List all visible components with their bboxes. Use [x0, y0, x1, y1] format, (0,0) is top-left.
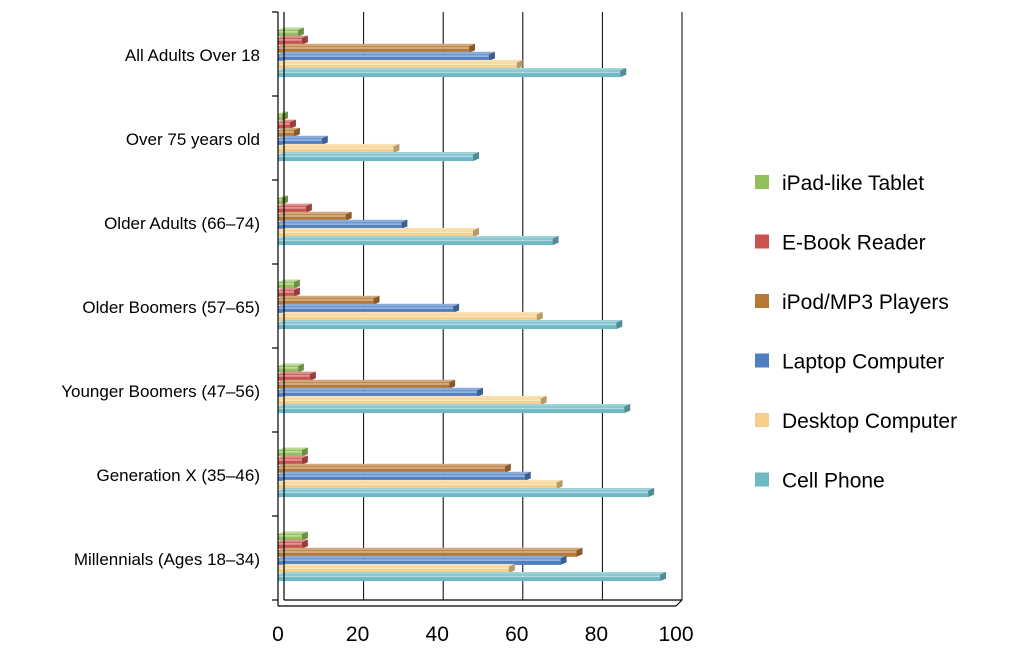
legend-label: Desktop Computer: [782, 410, 957, 433]
bar: [278, 555, 567, 565]
bar: [278, 563, 515, 573]
bar: [278, 195, 288, 205]
bar: [278, 572, 667, 582]
category-label: Over 75 years old: [126, 130, 260, 149]
category-labels: All Adults Over 18 Over 75 years old Older…: [61, 46, 260, 569]
legend-label: Cell Phone: [782, 470, 885, 493]
legend-swatch: [755, 413, 769, 427]
bar: [278, 547, 583, 557]
gridlines: [363, 12, 683, 600]
bar: [278, 479, 563, 489]
legend-label: Laptop Computer: [782, 351, 944, 374]
legend-label: E-Book Reader: [782, 232, 926, 255]
category-label: Older Boomers (57–65): [82, 298, 260, 317]
bar: [278, 236, 559, 246]
axes: [272, 11, 683, 607]
floor-edge: [675, 599, 683, 607]
bar: [278, 68, 627, 78]
legend-label: iPod/MP3 Players: [782, 291, 949, 314]
bars: [278, 27, 667, 582]
bar: [278, 471, 531, 481]
bar: [278, 135, 328, 145]
bar: [278, 111, 288, 121]
bar: [278, 119, 296, 129]
x-tick-label: 20: [346, 623, 369, 646]
bar: [278, 211, 352, 221]
bar: [278, 404, 631, 414]
bar: [278, 51, 495, 61]
category-label: All Adults Over 18: [125, 46, 260, 65]
bar: [278, 43, 476, 53]
legend-swatch: [755, 175, 769, 189]
legend-label: iPad-like Tablet: [782, 172, 924, 195]
bar: [278, 379, 456, 389]
bar: [278, 59, 523, 69]
bar: [278, 27, 304, 37]
bar: [278, 219, 408, 229]
legend-swatch: [755, 472, 769, 487]
bar: [278, 531, 308, 541]
bar: [278, 539, 308, 549]
category-label: Older Adults (66–74): [104, 214, 260, 233]
category-label: Millennials (Ages 18–34): [74, 550, 260, 569]
bar: [278, 143, 400, 153]
bar: [278, 287, 300, 297]
bar: [278, 295, 380, 305]
x-tick-label: 100: [658, 623, 693, 646]
category-label: Generation X (35–46): [97, 466, 261, 485]
bar: [278, 363, 304, 373]
x-tick-label: 60: [505, 623, 528, 646]
legend: iPad-like Tablet E-Book Reader iPod/MP3 Pl…: [755, 172, 957, 493]
bar: [278, 303, 460, 313]
bar: [278, 395, 547, 405]
bar: [278, 447, 308, 457]
bar: [278, 463, 511, 473]
bar: [278, 279, 300, 289]
x-tick-label: 0: [272, 623, 284, 646]
legend-swatch: [755, 234, 769, 249]
bar: [278, 127, 300, 137]
legend-swatch: [755, 294, 769, 308]
bar: [278, 488, 655, 498]
bar: [278, 320, 623, 330]
bar: [278, 311, 543, 321]
bar: [278, 203, 312, 213]
x-tick-label: 40: [426, 623, 449, 646]
category-label: Younger Boomers (47–56): [61, 382, 260, 401]
bar: [278, 371, 316, 381]
x-tick-labels: 0 20 40 60 80 100: [272, 623, 693, 646]
bar: [278, 227, 480, 237]
bar: [278, 387, 483, 397]
x-tick-label: 80: [585, 623, 608, 646]
bar: [278, 455, 308, 465]
legend-swatch: [755, 353, 769, 368]
bar: [278, 35, 308, 45]
bar: [278, 152, 480, 162]
